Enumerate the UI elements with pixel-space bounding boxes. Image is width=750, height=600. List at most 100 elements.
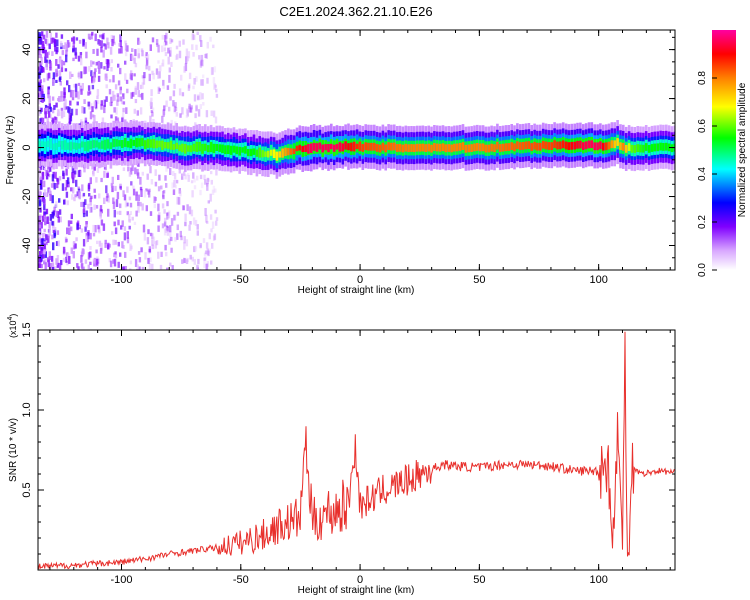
spectrogram-noise-cell <box>39 258 42 263</box>
spectrogram-noise-cell <box>60 34 64 39</box>
spectrogram-noise-cell <box>51 262 55 268</box>
spectrogram-noise-cell <box>39 92 42 101</box>
spectrogram-noise-cell <box>129 202 133 208</box>
spectrogram-ridge-cell <box>49 139 53 149</box>
spectrogram-ridge-cell <box>401 144 405 153</box>
spectrogram-noise-cell <box>92 224 95 233</box>
spectrogram-noise-cell <box>42 93 45 97</box>
spectrogram-ridge-cell <box>218 144 221 152</box>
spectrogram-noise-cell <box>44 38 47 44</box>
spectrogram-noise-cell <box>60 91 63 98</box>
spectrogram-noise-cell <box>172 100 175 104</box>
spectrogram-noise-cell <box>47 92 50 99</box>
spectrogram-noise-cell <box>162 190 165 198</box>
spectrogram-noise-cell <box>92 232 96 237</box>
spectrogram-noise-cell <box>112 201 116 210</box>
spectrogram-noise-cell <box>87 252 91 260</box>
spectrogram-noise-cell <box>151 37 155 43</box>
spectrogram-noise-cell <box>46 73 50 81</box>
spectrogram-ridge-cell <box>318 142 322 150</box>
spectrogram-noise-cell <box>211 243 214 249</box>
spectrogram-ridge-cell <box>267 150 270 158</box>
spectrogram-noise-cell <box>80 228 84 233</box>
snr-scale-exponent: 4 <box>7 316 14 320</box>
spectrogram-ridge-cell <box>373 142 376 151</box>
spectrogram-noise-cell <box>66 261 69 266</box>
spectrogram-noise-cell <box>148 73 151 82</box>
spectrogram-noise-cell <box>164 35 167 43</box>
spectrogram-ridge-cell <box>52 143 55 150</box>
spectrogram-ridge-cell <box>490 143 493 152</box>
spectrogram-ridge-cell <box>642 144 645 153</box>
spectrogram-noise-cell <box>60 95 63 102</box>
spectrogram-noise-cell <box>105 59 109 65</box>
y-tick-label: -20 <box>21 189 33 205</box>
spectrogram-noise-cell <box>205 137 208 143</box>
spectrogram-noise-cell <box>165 41 168 46</box>
spectrogram-noise-cell <box>105 185 108 194</box>
spectrogram-noise-cell <box>174 102 177 108</box>
y-tick-label: 0 <box>21 144 33 150</box>
spectrogram-ridge-cell <box>387 142 390 150</box>
spectrogram-noise-cell <box>141 203 144 211</box>
spectrogram-noise-cell <box>93 74 96 82</box>
spectrogram-ridge-cell <box>55 142 58 150</box>
spectrogram-noise-cell <box>151 111 154 117</box>
spectrogram-ridge-cell <box>355 143 359 150</box>
spectrogram-noise-cell <box>111 39 114 47</box>
spectrogram-noise-cell <box>52 242 55 251</box>
spectrogram-ridge-cell <box>192 143 196 152</box>
spectrogram-ridge-cell <box>407 144 410 153</box>
spectrogram-noise-cell <box>183 258 186 263</box>
spectrogram-noise-cell <box>130 181 133 186</box>
spectrogram-noise-cell <box>114 251 117 255</box>
spectrogram-noise-cell <box>142 224 146 233</box>
spectrogram-ridge-cell <box>519 142 522 150</box>
spectrogram-noise-cell <box>43 249 46 255</box>
spectrogram-ridge-cell <box>662 143 665 151</box>
spectrogram-ridge-cell <box>235 146 239 155</box>
spectrogram-noise-cell <box>116 94 120 102</box>
spectrogram-noise-cell <box>201 59 204 67</box>
spectrogram-noise-cell <box>62 170 65 176</box>
spectrogram-ridge-cell <box>639 144 642 153</box>
spectrogram-noise-cell <box>55 241 59 246</box>
spectrogram-noise-cell <box>48 262 52 270</box>
spectrogram-noise-cell <box>53 105 56 110</box>
spectrogram-noise-cell <box>119 96 122 102</box>
spectrogram-noise-cell <box>109 260 113 268</box>
colorbar: 0.0 0.2 0.4 0.6 0.8 Normalized spectral ampl… <box>697 30 748 277</box>
spectrogram-noise-cell <box>188 83 191 89</box>
spectrogram-noise-cell <box>41 215 45 222</box>
spectrogram-noise-cell <box>65 256 68 263</box>
spectrogram-noise-cell <box>46 116 49 124</box>
spectrogram-ridge-cell <box>324 144 327 151</box>
spectrogram-noise-cell <box>49 114 52 119</box>
spectrogram-noise-cell <box>117 80 121 86</box>
spectrogram-noise-cell <box>166 201 169 207</box>
spectrogram-noise-cell <box>152 72 155 80</box>
spectrogram-noise-cell <box>80 88 83 95</box>
spectrogram-noise-cell <box>56 230 60 235</box>
spectrogram-noise-cell <box>137 194 140 202</box>
spectrogram-noise-cell <box>188 224 191 231</box>
spectrogram-noise-cell <box>122 107 125 113</box>
spectrogram-noise-cell <box>68 227 71 235</box>
spectrogram-noise-cell <box>182 39 185 45</box>
spectrogram-noise-cell <box>184 63 188 72</box>
spectrogram-noise-cell <box>170 39 174 43</box>
spectrogram-noise-cell <box>66 227 69 235</box>
spectrogram-ridge-cell <box>470 144 473 152</box>
spectrogram-noise-cell <box>117 219 120 226</box>
snr-plot-area <box>38 330 675 570</box>
spectrogram-noise-cell <box>63 87 66 95</box>
spectrogram-noise-cell <box>188 206 192 215</box>
spectrogram-noise-cell <box>184 213 187 222</box>
spectrogram-ridge-cell <box>204 143 207 151</box>
spectrogram-ridge-cell <box>665 142 668 151</box>
spectrogram-ridge-cell <box>478 143 482 152</box>
spectrogram-noise-cell <box>161 223 165 229</box>
spectrogram-ridge-cell <box>579 140 582 149</box>
x-tick-label: -100 <box>110 274 132 286</box>
spectrogram-noise-cell <box>96 48 99 56</box>
